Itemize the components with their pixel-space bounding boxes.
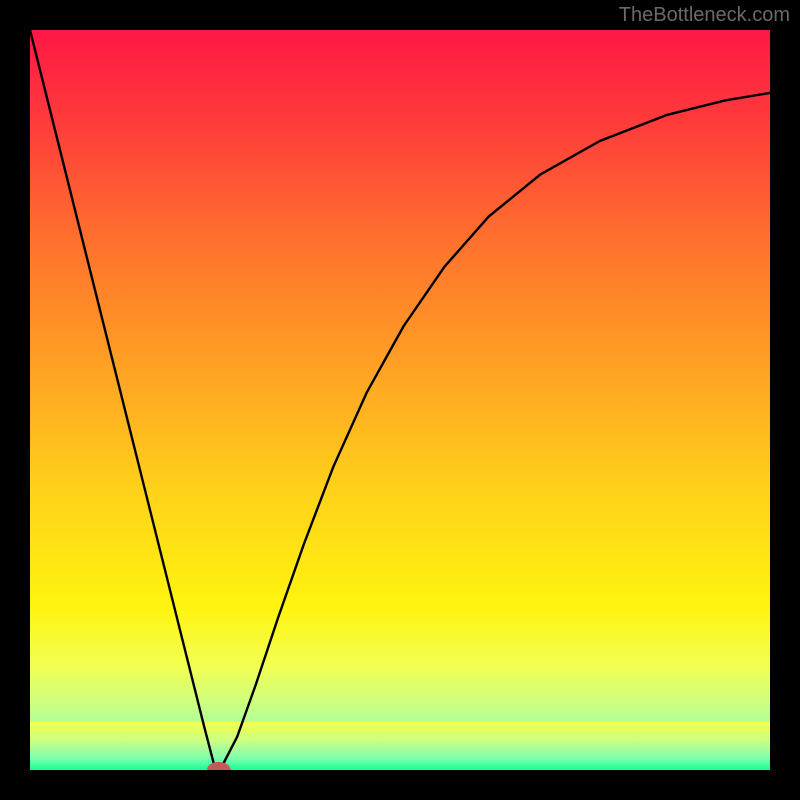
green-band [30, 722, 770, 770]
chart-container: TheBottleneck.com [0, 0, 800, 800]
plot-svg [30, 30, 770, 770]
plot-area [30, 30, 770, 770]
gradient-background [30, 30, 770, 770]
watermark-text: TheBottleneck.com [619, 4, 790, 27]
